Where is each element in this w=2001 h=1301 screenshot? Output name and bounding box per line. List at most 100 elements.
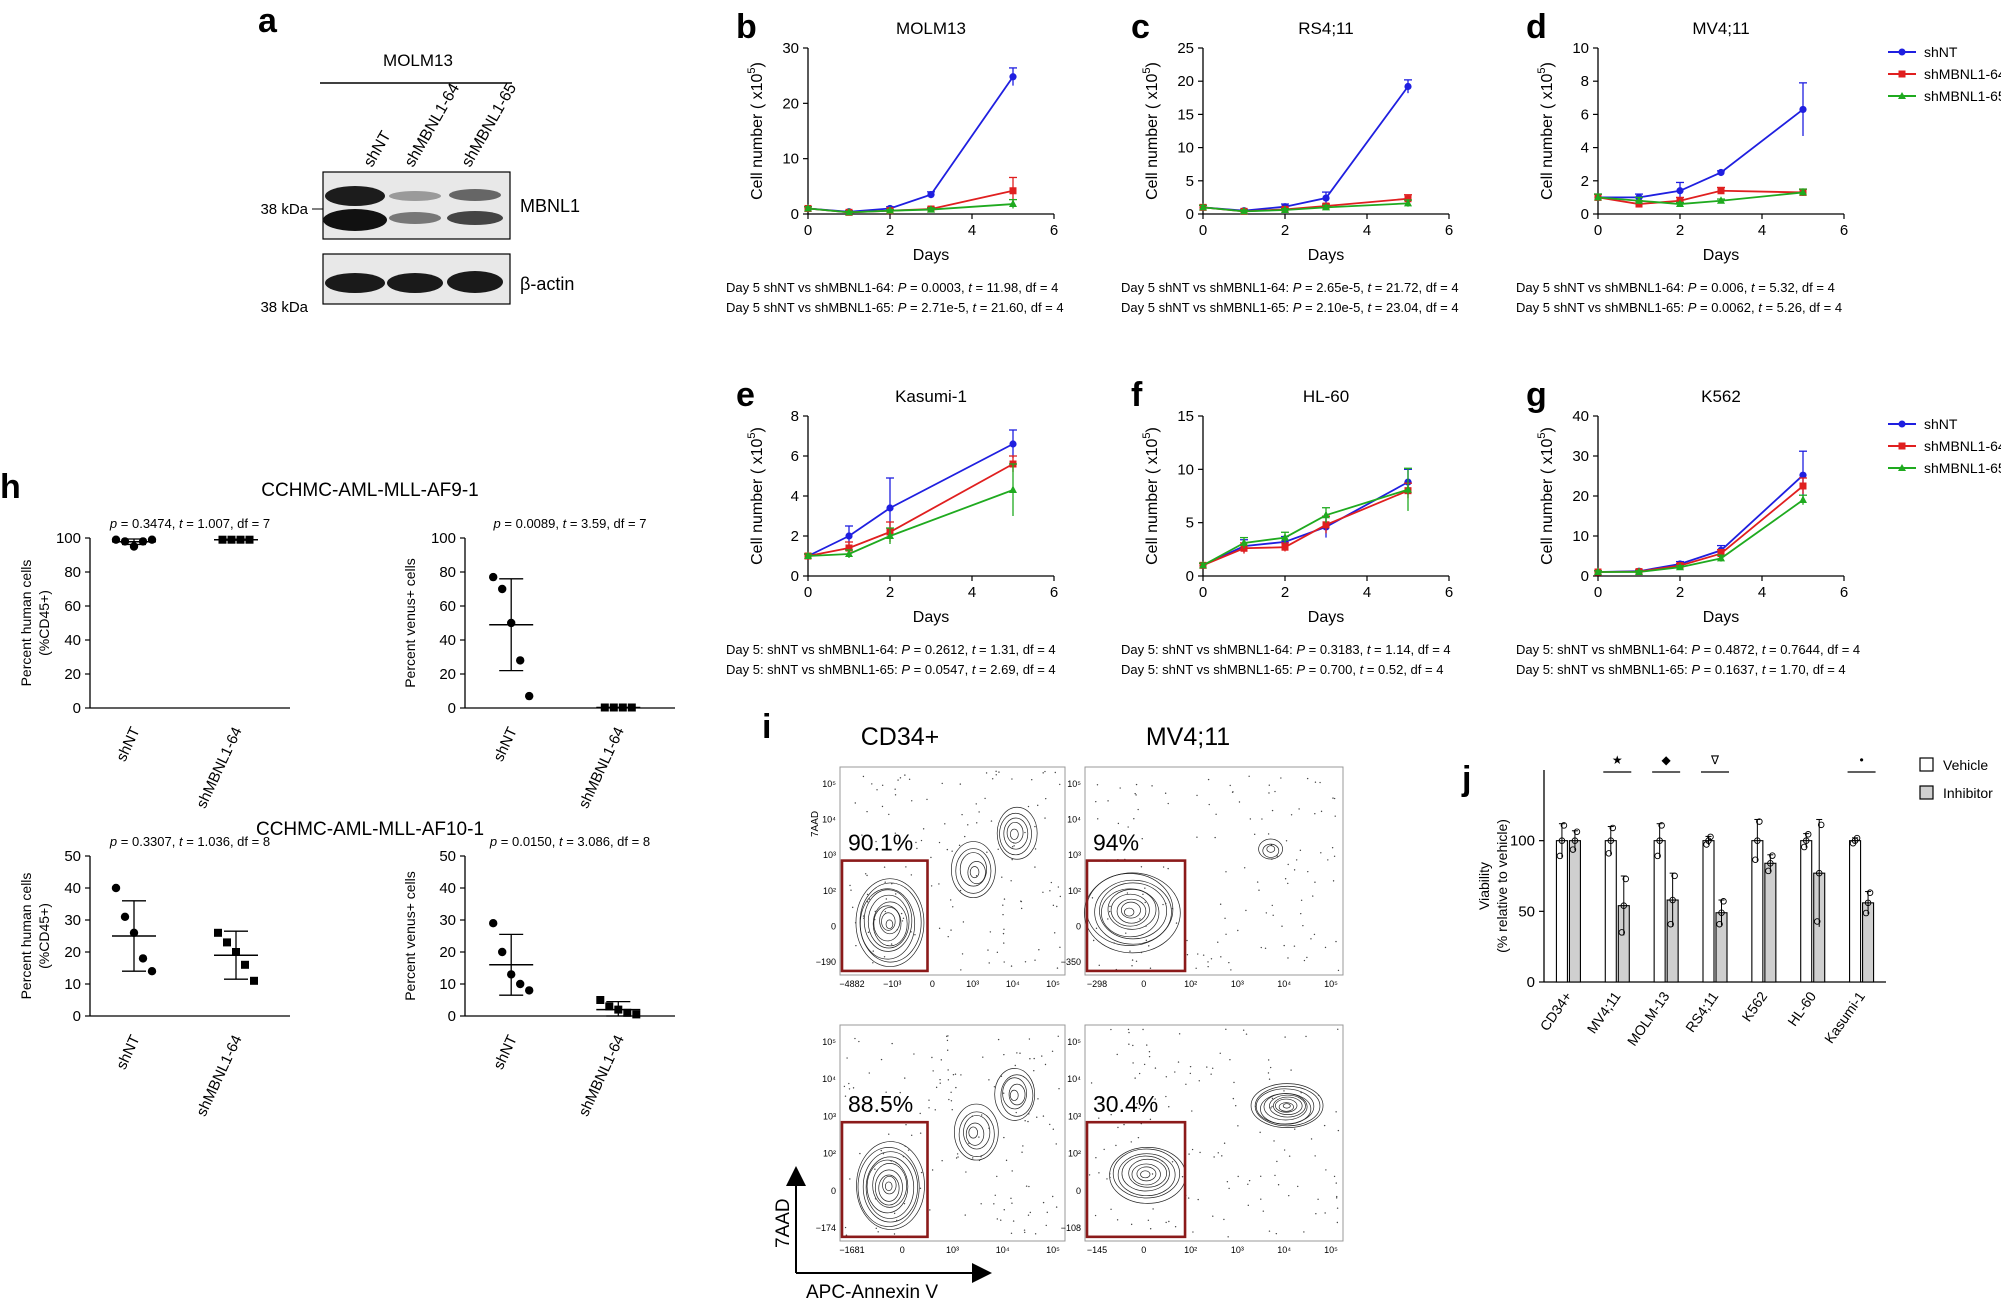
stat-prefix: Day 5 shNT vs shMBNL1-64: <box>1516 280 1688 295</box>
event-dot <box>980 1114 983 1116</box>
flow-y-tick: 10² <box>1068 1149 1081 1159</box>
event-dot <box>1229 1059 1231 1061</box>
panel-label-g: g <box>1526 376 1547 414</box>
event-dot <box>1141 838 1143 840</box>
event-dot <box>1011 1202 1013 1204</box>
event-dot <box>1293 869 1296 871</box>
event-dot <box>1335 1182 1337 1184</box>
scatter-stat: p = 0.3307, t = 1.036, df = 8 <box>109 834 270 849</box>
event-dot <box>1148 1051 1151 1053</box>
flow-col-title-cd34: CD34+ <box>861 723 940 751</box>
y-axis-label: (%CD45+) <box>36 903 52 969</box>
legend-label-shMBNL1-64: shMBNL1-64 <box>1924 438 2001 454</box>
scatter-panel-h2: 0 20 40 60 80 100 Percent venus+ cells p = 0.00… <box>402 516 675 811</box>
contour-ring <box>1110 893 1150 927</box>
gate-box <box>1085 1120 1187 1239</box>
event-dot <box>1320 810 1323 813</box>
event-dot <box>957 1156 959 1158</box>
event-dot <box>1024 961 1027 963</box>
data-point-shNT <box>111 883 121 893</box>
event-dot <box>978 1159 981 1162</box>
flow-y-tick: 10⁴ <box>822 1074 836 1084</box>
panel-label-i: i <box>762 708 771 746</box>
data-point-shMBNL1-65 <box>1240 538 1248 546</box>
flow-y-tick: 10⁵ <box>1067 1037 1081 1047</box>
event-dot <box>1152 1208 1154 1210</box>
stat-line: Day 5: shNT vs shMBNL1-64: P = 0.4872, t… <box>1516 642 1860 657</box>
replicate-dot <box>1800 843 1808 851</box>
x-tick-label: 4 <box>968 222 976 239</box>
event-dot <box>930 856 932 859</box>
y-tick-label: 0 <box>448 700 456 717</box>
event-dot <box>1029 1058 1031 1060</box>
data-point-shMBNL1-65 <box>1009 485 1017 493</box>
y-tick-label: 20 <box>439 944 456 961</box>
flow-x-tick: −1681 <box>839 1245 864 1255</box>
significance-marker: • <box>1859 753 1863 767</box>
event-dot <box>1109 1176 1111 1179</box>
event-dot <box>1092 939 1095 942</box>
event-dot <box>1335 1111 1337 1113</box>
data-point-shNT <box>886 504 894 512</box>
event-dot <box>894 832 897 834</box>
stat-line: Day 5 shNT vs shMBNL1-64: P = 0.006, t =… <box>1516 280 1835 295</box>
event-dot <box>1293 945 1296 947</box>
y-tick-label: 25 <box>1177 40 1194 57</box>
event-dot <box>1228 961 1230 964</box>
y-axis-label-sup: 5 <box>746 432 758 438</box>
contour-ring <box>1121 1155 1170 1192</box>
event-dot <box>939 1078 941 1081</box>
event-dot <box>1000 1219 1002 1221</box>
data-point-shMBNL1-65 <box>1240 206 1248 215</box>
event-dot <box>1107 918 1109 920</box>
event-dot <box>1337 1028 1339 1030</box>
stat-line: Day 5 shNT vs shMBNL1-65: P = 0.0062, t … <box>1516 300 1842 315</box>
replicate-dot <box>1573 828 1581 836</box>
event-dot <box>1002 913 1004 916</box>
event-dot <box>866 901 869 903</box>
event-dot <box>1057 1035 1059 1037</box>
event-dot <box>1287 882 1289 885</box>
data-point-shNT <box>489 572 498 582</box>
event-dot <box>867 931 870 934</box>
stat-t-value: = 23.04, df = 4 <box>1371 300 1458 315</box>
event-dot <box>863 917 865 919</box>
event-dot <box>996 1218 999 1220</box>
event-dot <box>877 1231 879 1233</box>
event-dot <box>1031 779 1033 781</box>
y-tick-label: 15 <box>1177 408 1194 425</box>
stat-p-symbol: P <box>1296 642 1305 657</box>
x-category-label: shNT <box>113 1033 144 1073</box>
event-dot <box>1319 781 1321 784</box>
event-dot <box>1306 956 1308 959</box>
event-dot <box>995 770 997 773</box>
stat-line: Day 5: shNT vs shMBNL1-64: P = 0.3183, t… <box>1121 642 1451 657</box>
event-dot <box>1215 813 1217 815</box>
x-category-label: HL-60 <box>1784 988 1819 1029</box>
event-dot <box>980 1156 982 1158</box>
replicate-dot <box>1560 822 1568 829</box>
event-dot <box>1198 1080 1200 1082</box>
x-category-label: shMBNL1-64 <box>576 725 628 812</box>
stat-t-value: = 0.52, df = 4 <box>1363 662 1443 677</box>
event-dot <box>1314 813 1316 815</box>
series-line-shNT <box>807 76 1014 213</box>
event-dot <box>1052 1195 1054 1198</box>
legend-label-shMBNL1-65: shMBNL1-65 <box>1924 460 2001 476</box>
event-dot <box>1229 784 1231 787</box>
event-dot <box>1187 1197 1190 1199</box>
event-dot <box>1248 1179 1251 1182</box>
event-dot <box>1223 1142 1226 1144</box>
flow-x-tick: 10⁴ <box>1277 1245 1291 1255</box>
event-dot <box>1130 1141 1132 1143</box>
stat-t-symbol: t <box>972 662 977 677</box>
event-dot <box>1210 1073 1212 1075</box>
contour-ring <box>953 1103 999 1161</box>
event-dot <box>1049 890 1051 892</box>
y-tick-label: 5 <box>1186 173 1194 190</box>
legend-marker-shMBNL1-65 <box>1898 92 1906 99</box>
panel-label-a: a <box>258 2 278 40</box>
data-point-shMBNL1-65 <box>804 551 812 559</box>
contour-ring <box>1107 889 1157 930</box>
event-dot <box>1044 770 1046 773</box>
